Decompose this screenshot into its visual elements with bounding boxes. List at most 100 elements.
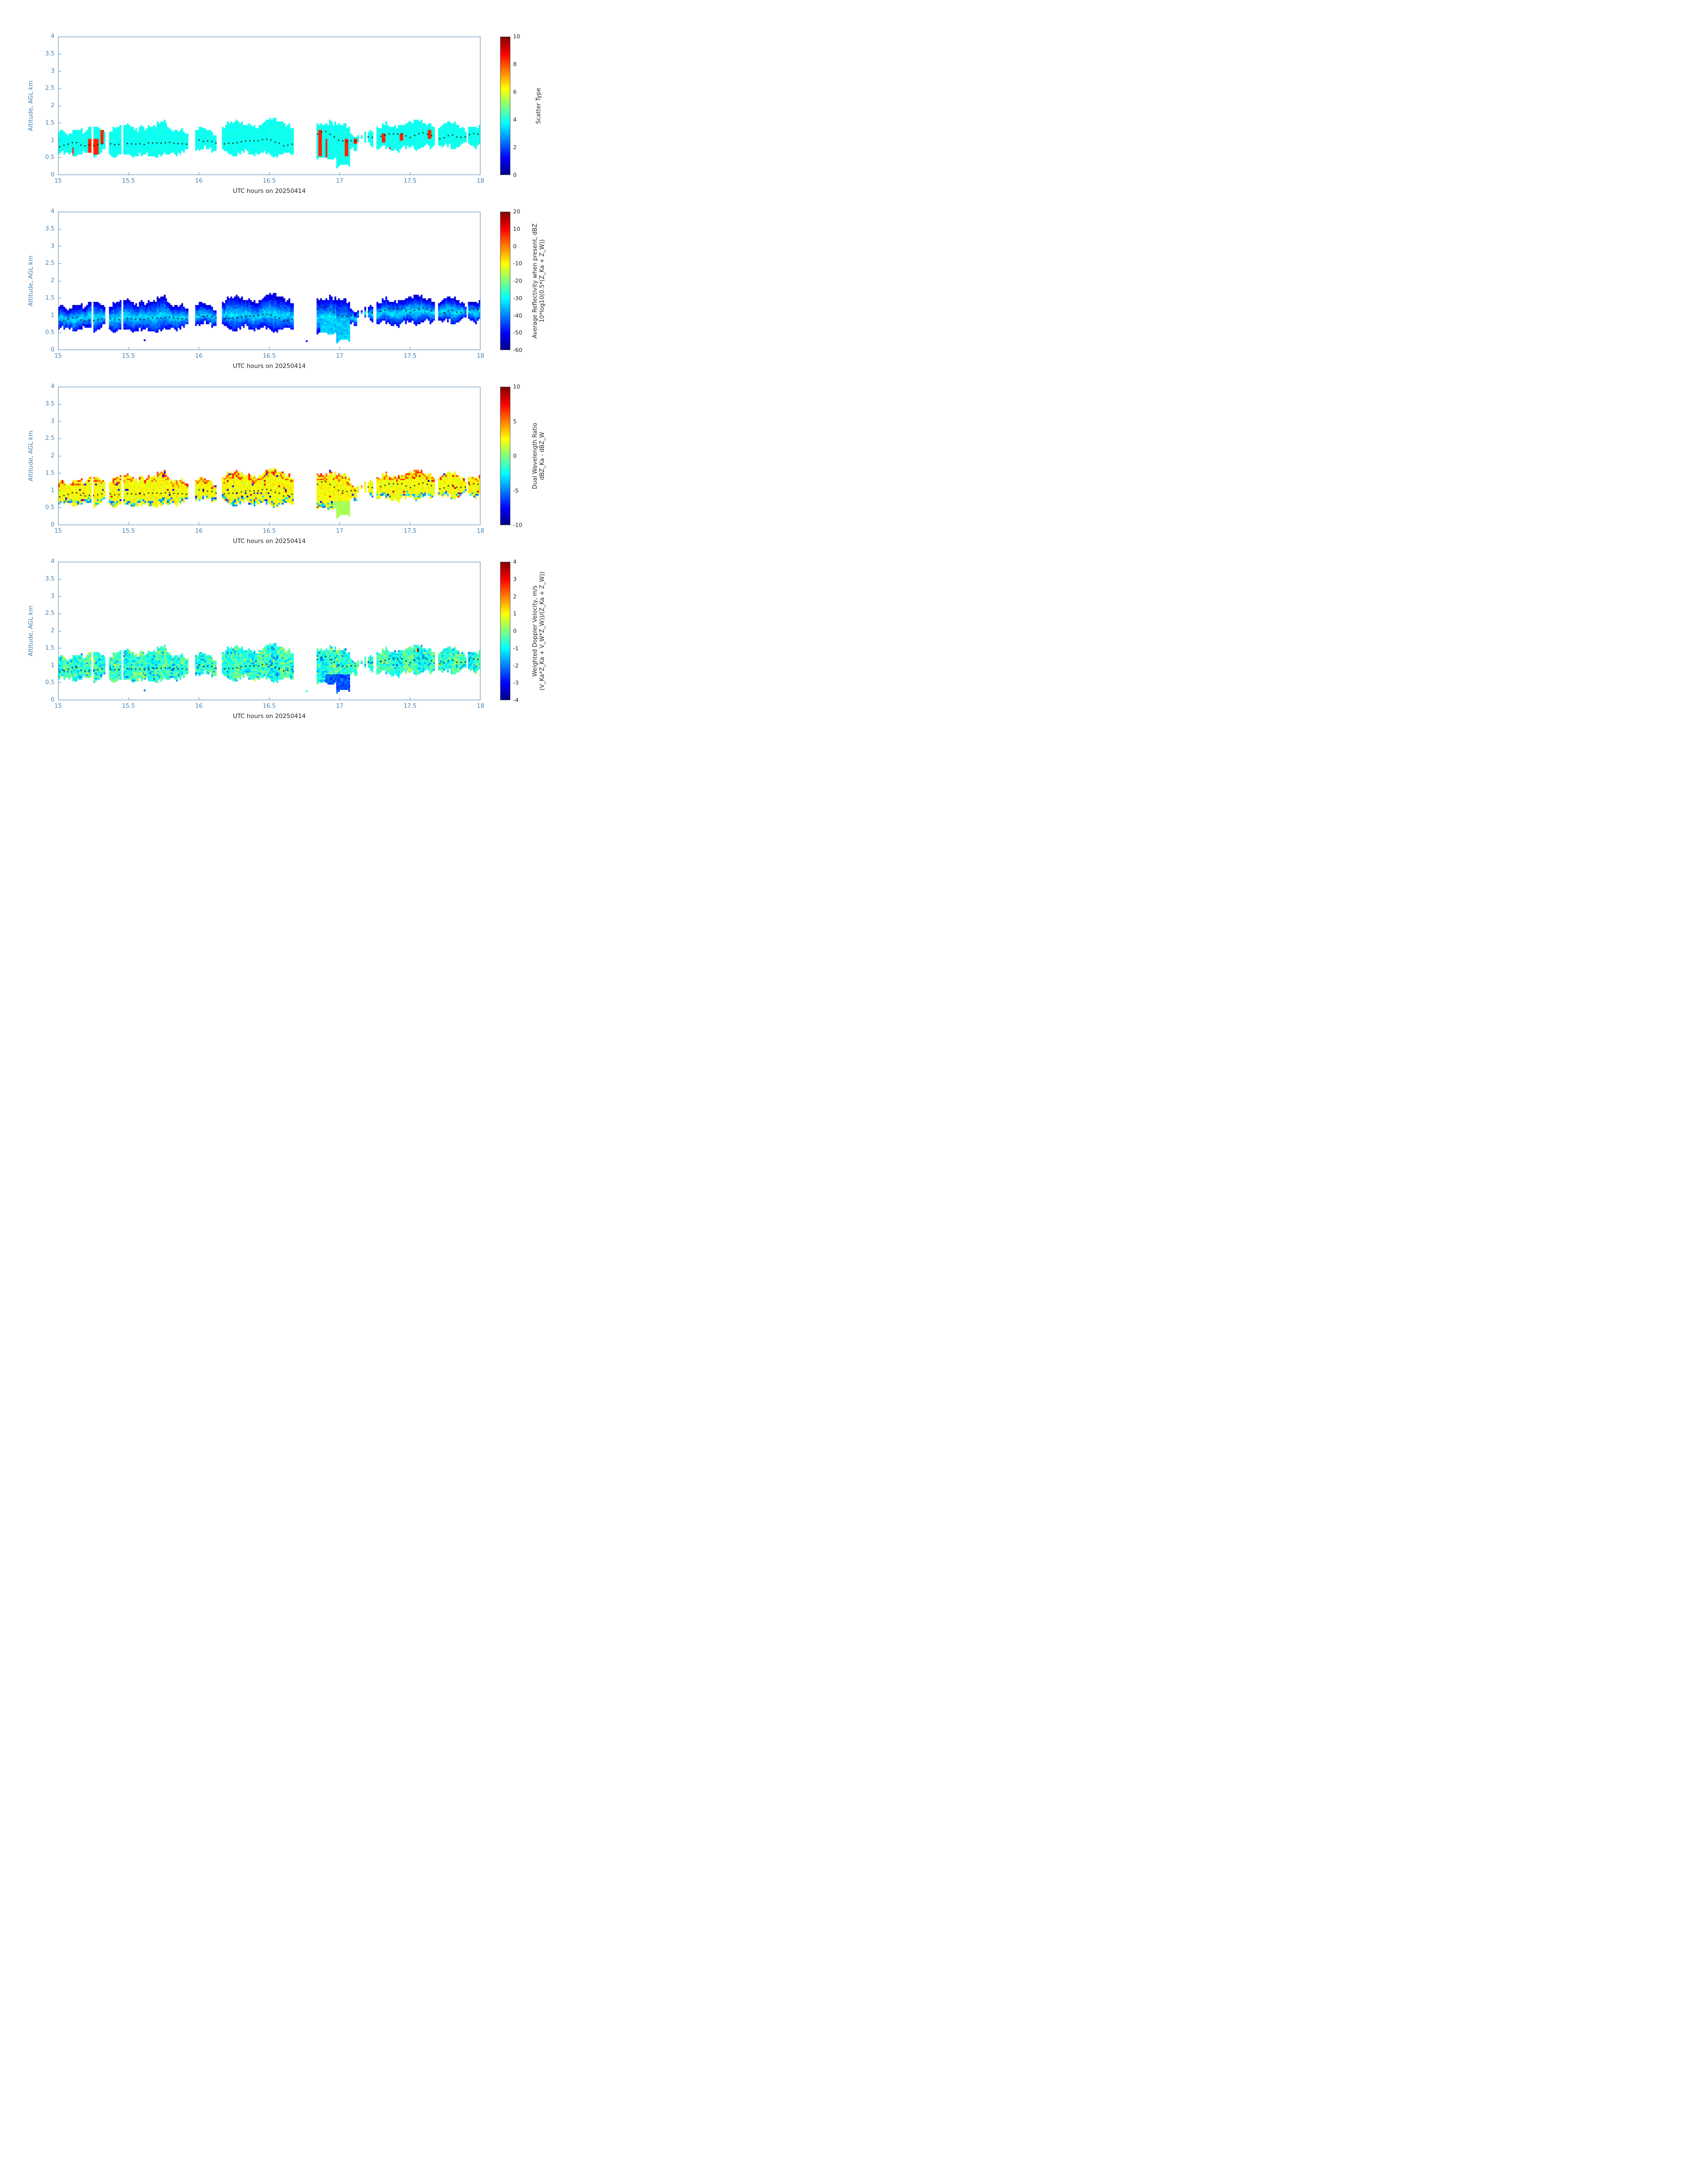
colorbar-tick-label: 0 [513,171,517,178]
x-tick-label: 15.5 [122,353,135,359]
plot-area [58,387,480,525]
panel-average-reflectivity: Altitude, AGL km UTC hours on 20250414 A… [0,201,569,376]
colorbar [500,37,510,175]
x-tick-label: 16 [195,528,203,535]
x-tick-label: 16 [195,178,203,184]
colorbar-tick-label: 5 [513,418,517,425]
y-tick-label: 0 [50,171,54,178]
x-tick-label: 16 [195,703,203,710]
x-tick-label: 18 [476,528,484,535]
plot-area [58,212,480,350]
x-tick-label: 17 [336,528,343,535]
x-tick-label: 16.5 [263,528,276,535]
y-tick-label: 0.5 [45,679,54,686]
colorbar-gradient [500,387,510,525]
y-tick-label: 0.5 [45,154,54,161]
y-tick-label: 3.5 [45,225,54,232]
colorbar-gradient [500,37,510,175]
y-tick-label: 3.5 [45,50,54,57]
y-tick-label: 2 [50,627,54,634]
colorbar-tick-label: -3 [513,679,519,686]
y-tick-label: 2.5 [45,610,54,617]
x-tick-label: 16.5 [263,178,276,184]
x-tick-label: 17.5 [403,353,417,359]
colorbar-label-line2: (V_Ka*Z_Ka + V_W*Z_W))/(Z_Ka + Z_W)) [539,572,546,690]
colorbar [500,387,510,525]
heatmap-canvas [58,212,480,350]
colorbar-label: Scatter Type [531,30,547,182]
x-tick-label: 15.5 [122,528,135,535]
x-tick-label: 17 [336,703,343,710]
y-tick-label: 2 [50,452,54,459]
colorbar-label-line1: Scatter Type [535,88,542,124]
y-tick-label: 0 [50,347,54,353]
y-tick-label: 0 [50,697,54,703]
x-tick-label: 16.5 [263,353,276,359]
y-tick-label: 2.5 [45,435,54,442]
colorbar-gradient [500,212,510,350]
plot-area [58,37,480,175]
x-tick-label: 15 [54,353,62,359]
heatmap-canvas [58,562,480,700]
x-tick-label: 17.5 [403,178,417,184]
y-tick-label: 2.5 [45,260,54,267]
x-tick-label: 15.5 [122,178,135,184]
y-tick-label: 4 [50,383,54,390]
x-tick-label: 17.5 [403,528,417,535]
x-tick-label: 15 [54,703,62,710]
y-tick-label: 2 [50,277,54,284]
figure: Altitude, AGL km UTC hours on 20250414 S… [0,0,569,731]
y-tick-label: 3.5 [45,400,54,407]
colorbar-tick-label: 2 [513,144,517,150]
y-tick-label: 1 [50,137,54,144]
colorbar-tick-label: 3 [513,575,517,582]
y-tick-label: 0.5 [45,329,54,336]
x-tick-label: 18 [476,353,484,359]
colorbar-tick-label: 20 [513,208,520,215]
colorbar-tick-label: 6 [513,88,517,95]
colorbar-tick-label: 0 [513,452,517,459]
x-tick-label: 15 [54,528,62,535]
colorbar-tick-label: -20 [513,277,522,284]
colorbar-tick-label: 0 [513,627,517,634]
colorbar-tick-label: 10 [513,383,520,390]
y-tick-label: 4 [50,33,54,40]
heatmap-canvas [58,37,480,175]
colorbar-label: Dual Wavelength Ratio dBZ_Ka - dBZ_W [531,380,547,532]
colorbar [500,562,510,700]
colorbar-tick-label: -5 [513,487,519,494]
colorbar-tick-label: 10 [513,225,520,232]
colorbar-tick-label: 2 [513,593,517,600]
colorbar-tick-label: 1 [513,610,517,617]
colorbar-label: Average Reflectivity when present, dBZ 1… [531,205,547,357]
colorbar-tick-label: -10 [513,260,522,267]
colorbar-tick-label: -50 [513,329,522,336]
y-tick-label: 2.5 [45,85,54,92]
x-axis-label: UTC hours on 20250414 [233,713,306,720]
y-tick-label: 4 [50,208,54,215]
colorbar-tick-label: -1 [513,644,519,652]
y-tick-label: 3 [50,593,54,600]
y-tick-label: 1 [50,662,54,669]
panel-dual-wavelength-ratio: Altitude, AGL km UTC hours on 20250414 D… [0,376,569,551]
colorbar-label-line2: 10*log10(0.5*(Z_Ka + Z_W)) [539,239,546,322]
x-tick-label: 16.5 [263,703,276,710]
x-tick-label: 18 [476,703,484,710]
colorbar-label-line2: dBZ_Ka - dBZ_W [539,432,546,480]
y-tick-label: 3.5 [45,575,54,582]
x-tick-label: 15.5 [122,703,135,710]
heatmap-canvas [58,387,480,525]
x-tick-label: 17 [336,178,343,184]
colorbar-tick-label: -10 [513,522,522,528]
y-tick-label: 4 [50,558,54,565]
colorbar-gradient [500,562,510,700]
colorbar-tick-label: 10 [513,33,520,40]
y-tick-label: 3 [50,67,54,75]
y-tick-label: 1 [50,487,54,494]
y-tick-label: 1.5 [45,469,54,476]
y-tick-label: 0.5 [45,504,54,511]
panel-weighted-doppler-velocity: Altitude, AGL km UTC hours on 20250414 W… [0,551,569,726]
colorbar-tick-label: -40 [513,312,522,319]
x-tick-label: 16 [195,353,203,359]
colorbar-tick-label: -2 [513,662,519,669]
